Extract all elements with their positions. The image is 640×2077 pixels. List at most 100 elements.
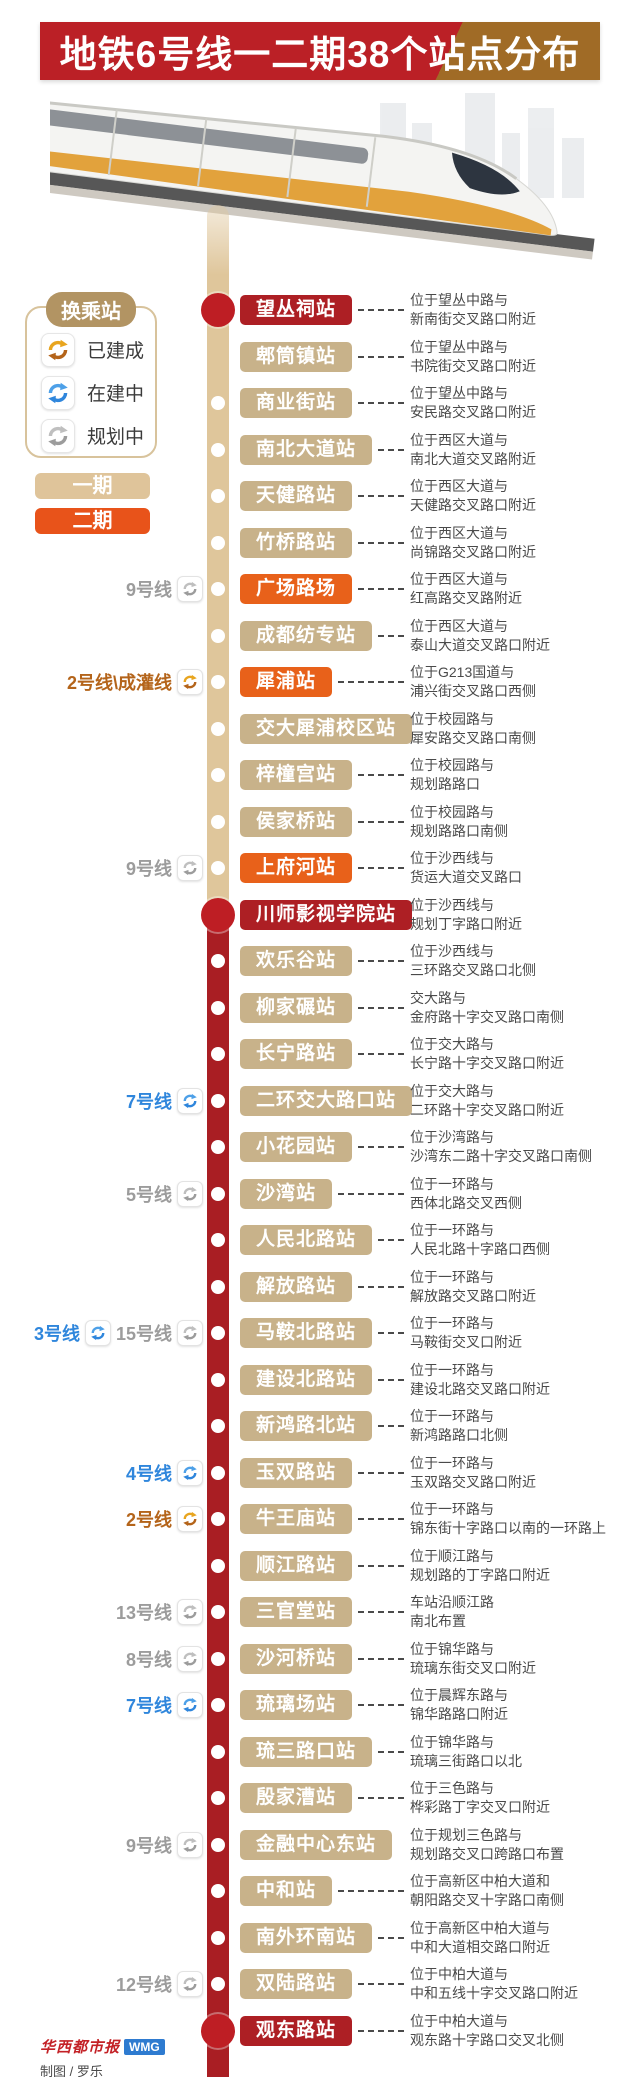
transfer-arrows-icon (183, 1186, 197, 1202)
station-desc-line: 观东路十字路口交叉北侧 (410, 2032, 564, 2048)
legend-item-label: 在建中 (87, 384, 145, 405)
transfer-line-label: 12号线 (115, 1975, 172, 1995)
leader-line (358, 774, 404, 776)
station-desc-line: 位于锦华路与 (410, 1734, 494, 1750)
station-box: 天健路站 (240, 481, 353, 511)
station-desc: 位于顺江路与 规划路的丁字路口附近 (410, 1547, 636, 1585)
station-box: 南北大道站 (240, 435, 373, 465)
station-box: 玉双路站 (240, 1458, 353, 1488)
transfer-arrows-icon (183, 1604, 197, 1620)
construction-transfer-icon (84, 1320, 111, 1346)
construction-transfer-icon (177, 1088, 203, 1114)
station-desc-line: 车站沿顺江路 (410, 1594, 494, 1610)
legend-title: 换乘站 (46, 292, 136, 327)
station-desc: 位于G213国道与 浦兴街交叉路口西侧 (410, 663, 636, 701)
station-box: 琉璃场站 (240, 1690, 353, 1720)
station-row: 望丛祠站 位于望丛中路与 新南街交叉路口附近 (0, 287, 640, 333)
station-desc-line: 马鞍街交叉口附近 (410, 1334, 522, 1350)
leader-line (358, 1611, 404, 1613)
transfer-lines: 9号线 (126, 566, 203, 612)
station-desc-line: 位于西区大道与 (410, 525, 508, 541)
station-row: 5号线 沙湾站 位于一环路与 西体北路交叉西侧 (0, 1171, 640, 1217)
station-desc: 位于一环路与 锦东街十字路口以南的一环路上 (410, 1500, 636, 1538)
station-desc-line: 南北大道交叉路附近 (410, 451, 536, 467)
station-desc-line: 琉璃三街路口以北 (410, 1753, 522, 1769)
station-box: 顺江路站 (240, 1551, 353, 1581)
leader-line (358, 1658, 404, 1660)
station-row: 欢乐谷站 位于沙西线与 三环路交叉路口北侧 (0, 938, 640, 984)
header-banner: 地铁6号线一二期38个站点分布 (40, 22, 600, 80)
construction-transfer-icon (41, 375, 75, 410)
transfer-line-label: 2号线 (125, 1510, 172, 1530)
leader-line (378, 1379, 404, 1381)
station-desc: 位于西区大道与 泰山大道交叉路口附近 (410, 617, 636, 655)
transfer-arrows-icon (48, 425, 68, 446)
station-desc: 位于中柏大道与观东路十字路口交叉北侧 (410, 2012, 636, 2050)
station-row: 顺江路站 位于顺江路与 规划路的丁字路口附近 (0, 1543, 640, 1589)
station-dot (211, 1838, 225, 1852)
station-box: 金融中心东站 (240, 1830, 393, 1860)
station-desc-line: 位于校园路与 (410, 711, 494, 727)
major-station-dot (201, 898, 235, 932)
station-desc-line: 解放路交叉路口附近 (410, 1288, 536, 1304)
leader-line (358, 2030, 404, 2032)
station-box: 广场路场 (240, 574, 353, 604)
transfer-arrows-icon (183, 1651, 197, 1667)
leader-line (358, 821, 404, 823)
station-desc-line: 尚锦路交叉路口附近 (410, 544, 536, 560)
station-desc-line: 位于沙西线与 (410, 850, 494, 866)
train-image (26, 93, 595, 260)
station-box: 上府河站 (240, 853, 353, 883)
transfer-lines: 7号线 (126, 1078, 203, 1124)
transfer-line-label: 9号线 (125, 580, 172, 600)
station-dot (211, 1466, 225, 1480)
station-box: 解放路站 (240, 1272, 353, 1302)
station-desc-line: 位于校园路与 (410, 757, 494, 773)
station-desc: 位于西区大道与 红高路交叉路附近 (410, 570, 636, 608)
station-desc-line: 位于沙西线与 (410, 943, 494, 959)
station-dot (211, 582, 225, 596)
station-desc-line: 位于一环路与 (410, 1362, 494, 1378)
leader-line (358, 309, 404, 311)
leader-line (378, 635, 404, 637)
station-row: 解放路站 位于一环路与 解放路交叉路口附近 (0, 1264, 640, 1310)
construction-transfer-icon (177, 1692, 203, 1718)
station-dot (211, 489, 225, 503)
transfer-lines: 9号线 (126, 845, 203, 891)
station-desc: 位于沙湾路与 沙湾东二路十字交叉路口南侧 (410, 1128, 636, 1166)
station-desc-line: 位于沙湾路与 (410, 1129, 494, 1145)
phase1-badge: 一期 (35, 473, 150, 499)
station-row: 新鸿路北站 位于一环路与 新鸿路路口北侧 (0, 1403, 640, 1449)
leader-line (358, 356, 404, 358)
station-desc-line: 位于中柏大道与 (410, 2013, 508, 2029)
station-desc-line: 规划路路口南侧 (410, 823, 508, 839)
legend-items: 已建成 在建中 规划中 (27, 328, 155, 457)
station-desc-line: 位于一环路与 (410, 1222, 494, 1238)
transfer-arrows-icon (183, 1511, 197, 1527)
station-desc-line: 二环路十字交叉路口附近 (410, 1102, 564, 1118)
station-desc-line: 红高路交叉路附近 (410, 590, 522, 606)
station-desc-line: 位于望丛中路与 (410, 292, 508, 308)
planned-transfer-icon (177, 1971, 203, 1997)
station-desc: 位于沙西线与三环路交叉路口北侧 (410, 942, 636, 980)
station-desc-line: 朝阳路交叉十字路口南侧 (410, 1892, 564, 1908)
brand-badge: WMG (124, 2038, 165, 2055)
station-desc-line: 人民北路十字路口西侧 (410, 1241, 550, 1257)
station-row: 南外环南站 位于高新区中柏大道与 中和大道相交路口附近 (0, 1915, 640, 1961)
station-dot (211, 1884, 225, 1898)
station-row: 3号线 15号线 马鞍北路站 位于一环路与 马鞍街交叉口附近 (0, 1310, 640, 1356)
station-dot (211, 1977, 225, 1991)
leader-line (358, 1565, 404, 1567)
station-box: 成都纺专站 (240, 621, 373, 651)
station-desc-line: 新鸿路路口北侧 (410, 1427, 508, 1443)
station-desc-line: 位于晨辉东路与 (410, 1687, 508, 1703)
major-station-dot (201, 2014, 235, 2048)
transfer-arrows-icon (183, 860, 197, 876)
station-row: 琉三路口站 位于锦华路与 琉璃三街路口以北 (0, 1729, 640, 1775)
credit-text: 制图 / 罗乐 (40, 2064, 103, 2077)
station-desc-line: 南北布置 (410, 1613, 466, 1629)
transfer-legend: 换乘站 已建成 在建中 规划中 (25, 292, 157, 458)
leader-line (378, 1239, 404, 1241)
station-desc-line: 三环路交叉路口北侧 (410, 962, 536, 978)
station-box: 川师影视学院站 (240, 900, 413, 930)
